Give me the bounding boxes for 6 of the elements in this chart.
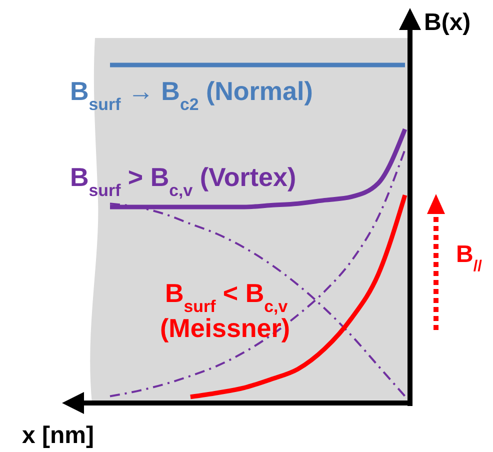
text: B$_{//}$ — [456, 241, 483, 274]
series-label: B$_{surf}$ > B$_{c,v}$ (Vortex) — [70, 162, 296, 200]
x-axis-title: x [nm] — [22, 422, 94, 449]
y-axis-title: B(x) — [424, 9, 471, 36]
series-label: B$_{surf}$ → B$_{c2}$ (Normal) — [70, 76, 313, 114]
series-label: B$_{surf}$ < B$_{c,v}$ (Meissner) — [160, 278, 290, 343]
